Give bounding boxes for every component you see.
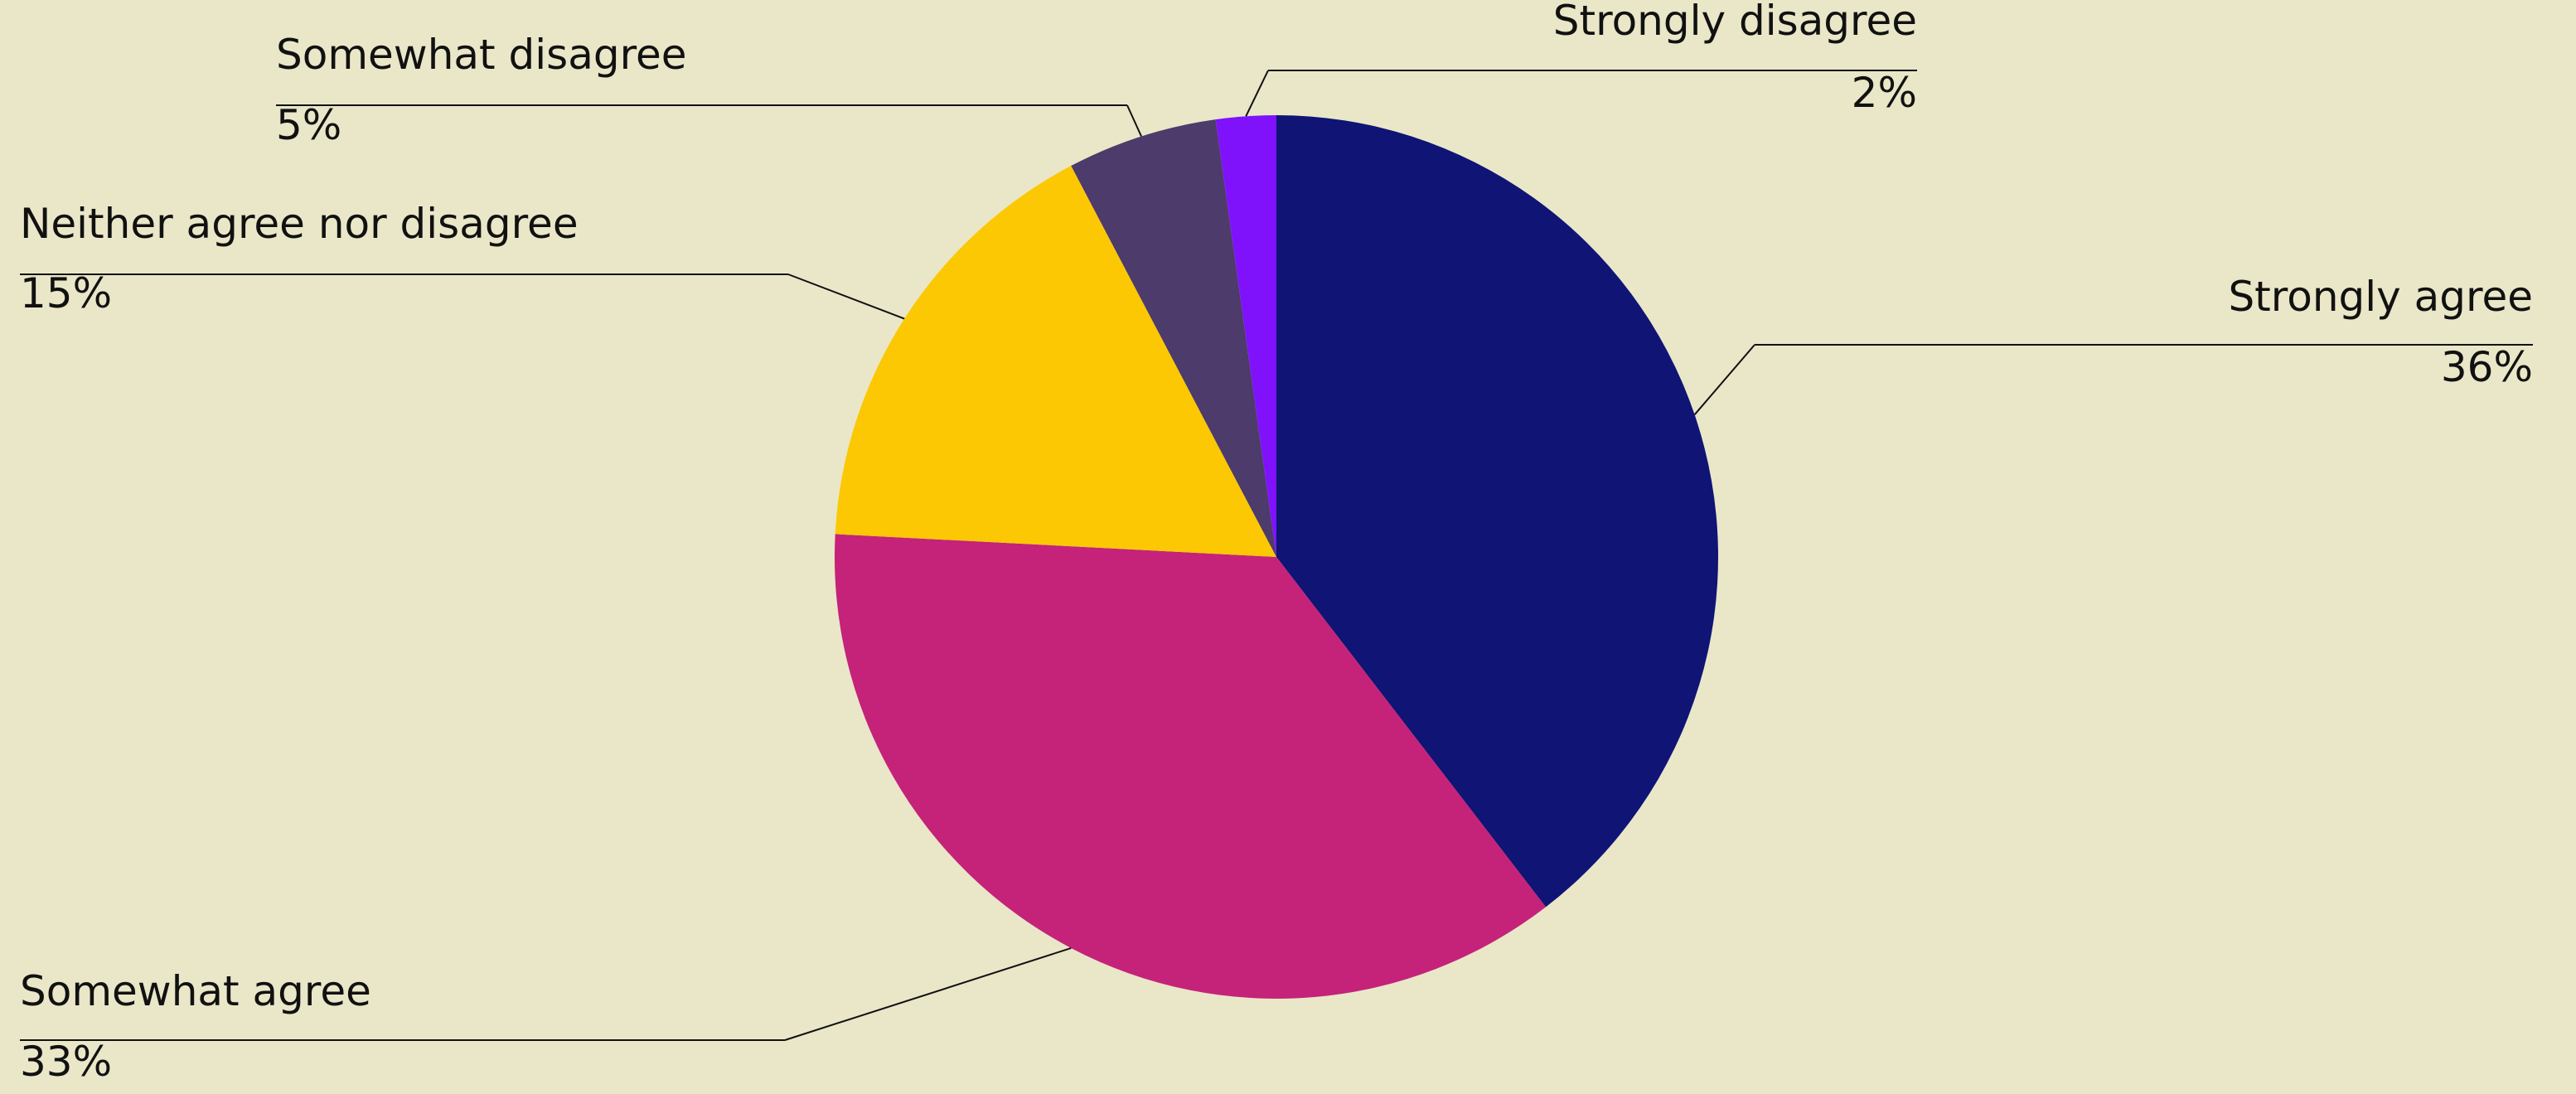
slice-value-label: 33% xyxy=(20,1038,112,1086)
leader-line xyxy=(1126,104,1142,137)
leader-line xyxy=(1693,344,1755,415)
slice-value-label: 5% xyxy=(276,101,341,149)
slice-label: Strongly agree xyxy=(2228,273,2533,321)
pie-slice xyxy=(834,534,1547,1000)
leader-line xyxy=(784,946,1072,1041)
leader-line xyxy=(787,274,905,320)
slice-value-label: 15% xyxy=(20,269,112,317)
slice-label: Neither agree nor disagree xyxy=(20,200,579,248)
pie-slice xyxy=(1071,119,1276,558)
slice-label: Somewhat disagree xyxy=(276,31,687,79)
slice-value-label: 2% xyxy=(1852,69,1917,117)
leader-line xyxy=(1245,70,1269,117)
slice-value-label: 36% xyxy=(2441,343,2533,391)
pie-slice xyxy=(1215,115,1276,557)
pie-slice xyxy=(1276,115,1718,908)
pie-slice xyxy=(835,166,1276,557)
slice-label: Somewhat agree xyxy=(20,967,371,1015)
slice-label: Strongly disagree xyxy=(1553,0,1917,45)
